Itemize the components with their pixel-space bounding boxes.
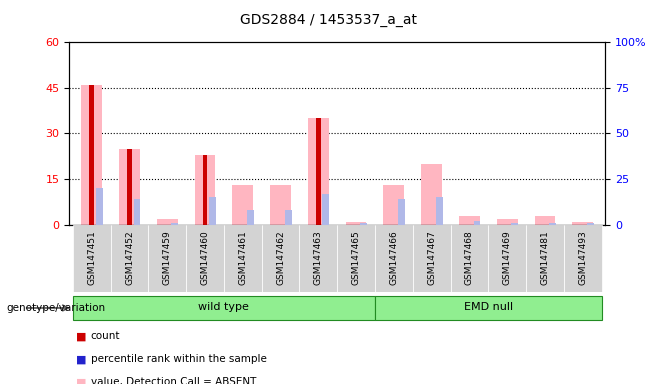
Text: value, Detection Call = ABSENT: value, Detection Call = ABSENT [91, 377, 256, 384]
Bar [195, 155, 215, 225]
Bar [497, 218, 518, 225]
Text: GSM147463: GSM147463 [314, 230, 323, 285]
Bar [511, 223, 518, 225]
Bar [134, 199, 140, 225]
Text: GSM147460: GSM147460 [201, 230, 209, 285]
Text: GSM147466: GSM147466 [390, 230, 398, 285]
Bar [73, 296, 375, 320]
Bar [322, 194, 329, 225]
Bar [421, 164, 442, 225]
Bar [186, 225, 224, 292]
Bar [119, 149, 140, 225]
Text: GSM147459: GSM147459 [163, 230, 172, 285]
Bar [89, 85, 94, 225]
Text: GSM147467: GSM147467 [427, 230, 436, 285]
Bar [526, 225, 564, 292]
Bar [316, 118, 320, 225]
Bar [451, 225, 488, 292]
Bar [270, 185, 291, 225]
Bar [488, 225, 526, 292]
Text: percentile rank within the sample: percentile rank within the sample [91, 354, 266, 364]
Text: GSM147452: GSM147452 [125, 230, 134, 285]
Text: GSM147493: GSM147493 [578, 230, 587, 285]
Text: wild type: wild type [199, 303, 249, 313]
Bar [308, 118, 329, 225]
Bar [384, 185, 404, 225]
Bar [73, 225, 111, 292]
Bar [459, 215, 480, 225]
Bar [82, 85, 102, 225]
Bar [111, 225, 149, 292]
Bar [247, 210, 254, 225]
Bar [232, 185, 253, 225]
Text: GSM147481: GSM147481 [540, 230, 549, 285]
Text: GSM147462: GSM147462 [276, 230, 285, 285]
Bar [209, 197, 216, 225]
Bar [96, 188, 103, 225]
Text: genotype/variation: genotype/variation [7, 303, 106, 313]
Bar [285, 210, 291, 225]
Text: EMD null: EMD null [464, 303, 513, 313]
Bar [149, 225, 186, 292]
Bar [299, 225, 337, 292]
Text: count: count [91, 331, 120, 341]
Bar [262, 225, 299, 292]
Text: GSM147465: GSM147465 [351, 230, 361, 285]
Bar [564, 225, 601, 292]
Bar [361, 223, 367, 225]
Bar [534, 215, 555, 225]
Text: ■: ■ [76, 377, 86, 384]
Bar [345, 222, 367, 225]
Bar [375, 225, 413, 292]
Bar [413, 225, 451, 292]
Bar [127, 149, 132, 225]
Text: GSM147468: GSM147468 [465, 230, 474, 285]
Bar [157, 218, 178, 225]
Bar [436, 197, 443, 225]
Text: GSM147461: GSM147461 [238, 230, 247, 285]
Text: GSM147451: GSM147451 [88, 230, 96, 285]
Bar [172, 223, 178, 225]
Bar [587, 223, 594, 225]
Bar [375, 296, 601, 320]
Bar [474, 221, 480, 225]
Text: ■: ■ [76, 354, 86, 364]
Bar [203, 155, 207, 225]
Bar [398, 199, 405, 225]
Bar [337, 225, 375, 292]
Bar [572, 222, 593, 225]
Text: GSM147469: GSM147469 [503, 230, 512, 285]
Text: ■: ■ [76, 331, 86, 341]
Bar [224, 225, 262, 292]
Text: GDS2884 / 1453537_a_at: GDS2884 / 1453537_a_at [241, 13, 417, 27]
Bar [549, 223, 556, 225]
